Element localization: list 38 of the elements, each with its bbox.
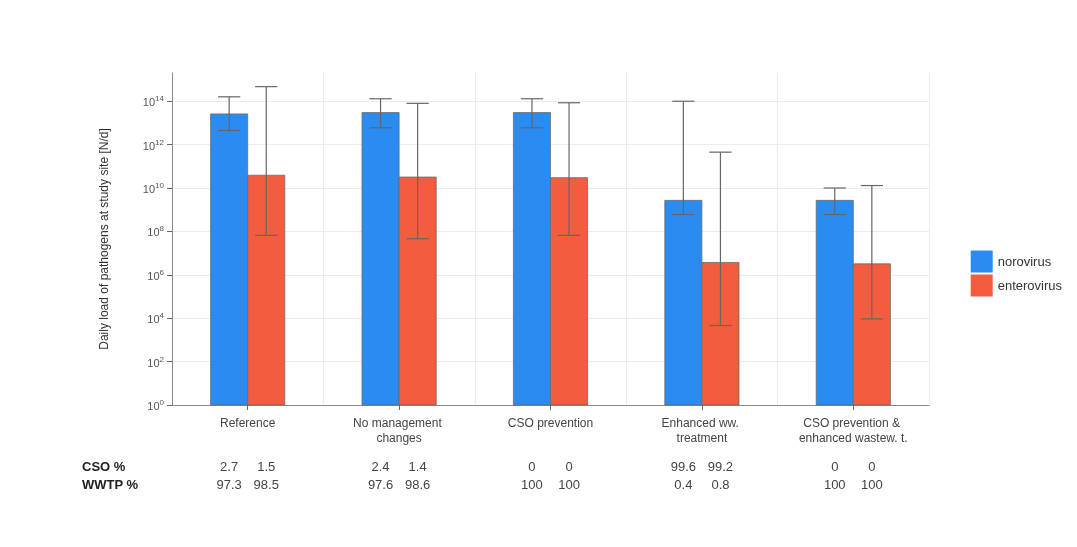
text: CSO %	[82, 458, 126, 474]
text: 2.7	[220, 458, 239, 474]
text: 99.6	[670, 458, 696, 474]
text: 98.5	[253, 476, 279, 492]
y-axis-title: Daily load of pathogens at study site [N/d]	[97, 128, 111, 350]
text: 100	[558, 476, 580, 492]
text: 2.4	[371, 458, 390, 474]
text: WWTP %	[82, 476, 139, 492]
y-tick-label: 10$^{8}$	[147, 224, 164, 239]
text: 99.2	[707, 458, 734, 474]
text: 98.6	[404, 476, 431, 492]
y-tick-label: 10$^{2}$	[147, 354, 164, 369]
text: 0	[565, 458, 573, 474]
y-tick-label: 10$^{4}$	[147, 311, 164, 326]
text: 100	[823, 476, 846, 492]
x-tick-label: Enhanced ww. treatment	[661, 415, 743, 445]
text: 1.4	[408, 458, 427, 474]
text: 0.8	[711, 476, 730, 492]
y-tick-label: 10$^{12}$	[142, 137, 164, 152]
x-tick-label: Reference	[220, 415, 276, 430]
text: 97.3	[216, 476, 242, 492]
y-tick-label: 10$^{14}$	[142, 94, 164, 109]
text: 0	[528, 458, 536, 474]
y-tick-label: 10$^{6}$	[147, 267, 164, 282]
legend-label: enterovirus	[997, 278, 1063, 293]
text: 1.5	[257, 458, 276, 474]
text: 0	[868, 458, 876, 474]
x-tick-label: CSO prevention & enhanced wastew. t.	[798, 415, 908, 445]
y-tick-label: 10$^{10}$	[142, 181, 164, 195]
legend-label: norovirus	[997, 254, 1052, 269]
text: 97.6	[367, 476, 394, 492]
text: 0	[831, 458, 839, 474]
x-tick-label: No management changes	[353, 415, 446, 445]
x-tick-label: CSO prevention	[507, 415, 594, 430]
text: 0.4	[674, 476, 693, 492]
text: 100	[521, 476, 543, 492]
text: 100	[860, 476, 883, 492]
y-tick-label: 10$^{0}$	[147, 398, 164, 412]
